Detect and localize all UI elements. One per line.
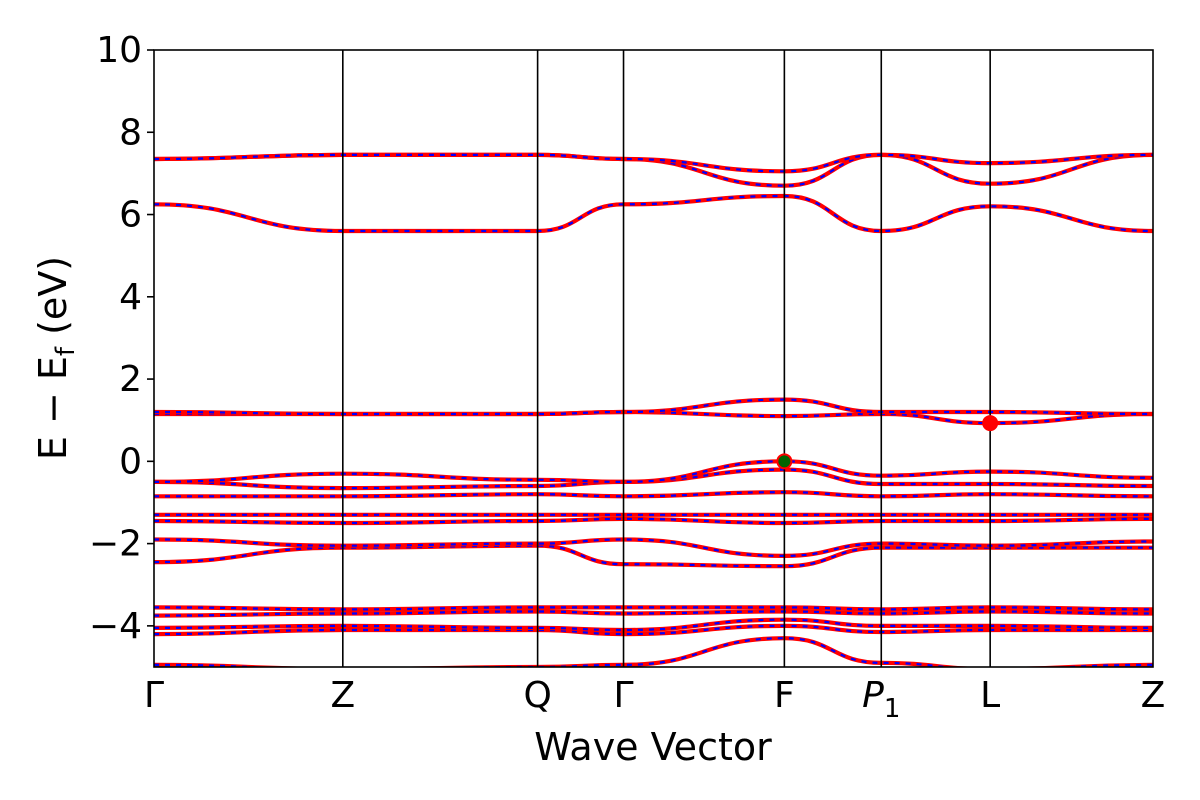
plot-frame	[153, 49, 1154, 668]
y-tick-label: 10	[96, 30, 142, 71]
kpath-lines	[342, 50, 991, 667]
y-tick-label: 4	[119, 277, 142, 318]
band-line-16-overlay	[154, 153, 1153, 187]
x-axis-label: Wave Vector	[534, 725, 772, 769]
vbm-marker	[776, 453, 793, 470]
y-axis-label-units: (eV)	[31, 256, 75, 347]
x-axis-ticks: Γ Z Q Γ F P1 L Z	[144, 675, 1165, 724]
band-edge-markers	[776, 415, 999, 470]
band-line-17	[154, 152, 1153, 174]
y-tick-label: −4	[89, 606, 142, 647]
band-line-12	[154, 459, 1153, 485]
y-tick-label: 8	[119, 112, 142, 153]
y-tick-label: −2	[89, 524, 142, 565]
y-axis-label-main: E − E	[31, 356, 75, 460]
x-tick-label: P1	[862, 675, 900, 724]
x-tick-label: Z	[330, 675, 355, 716]
x-tick-label: Γ	[144, 675, 164, 716]
x-tick-label: Q	[523, 675, 551, 716]
band-line-1	[154, 636, 1153, 667]
bands-layer	[154, 152, 1153, 667]
band-line-15	[154, 193, 1153, 234]
x-tick-label: Γ	[613, 675, 633, 716]
x-tick-label: Z	[1141, 675, 1166, 716]
band-line-1-overlay	[154, 637, 1153, 667]
y-axis-label-subscript: f	[51, 346, 81, 356]
cbm-marker	[982, 415, 999, 432]
band-line-15-overlay	[154, 194, 1153, 233]
y-axis-ticks: −4 −2 0 2 4 6 8 10	[89, 30, 154, 647]
y-tick-label: 0	[119, 441, 142, 482]
x-tick-label: F	[774, 675, 795, 716]
y-tick-label: 6	[119, 195, 142, 236]
y-tick-label: 2	[119, 359, 142, 400]
band-line-6	[154, 543, 1153, 569]
x-tick-label: L	[980, 675, 1000, 716]
y-axis-label: E − Ef (eV)	[31, 256, 81, 460]
